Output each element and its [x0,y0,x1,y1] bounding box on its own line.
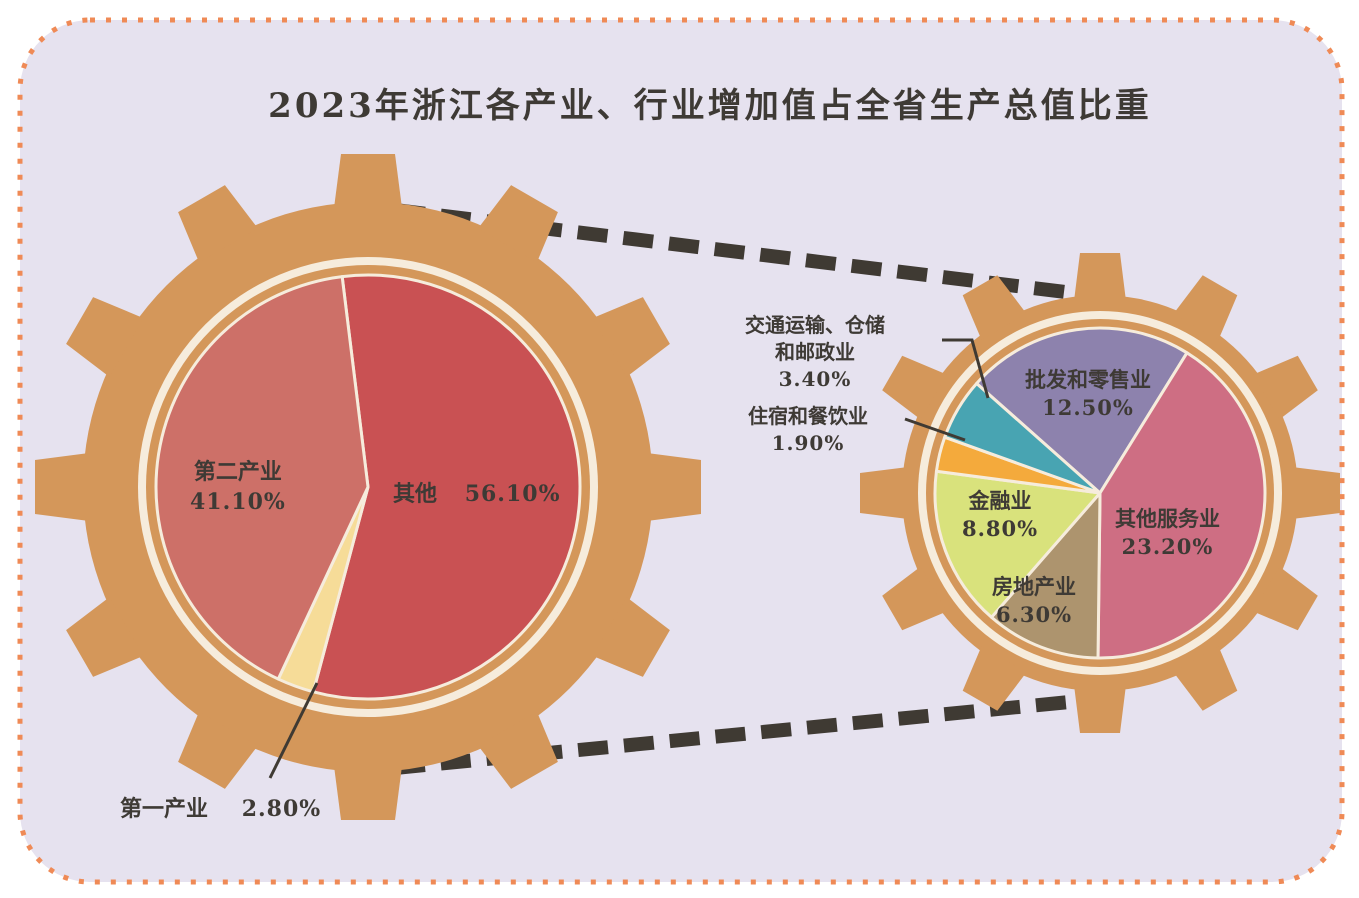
gear-left-tooth [334,766,402,820]
slice-label-secondary-industry: 第二产业 41.10% [190,458,286,517]
slice-value-other-services: 23.20% [1121,534,1214,560]
slice-value-finance: 8.80% [962,516,1039,542]
slice-value-other: 56.10% [464,481,561,507]
slice-name-accommodation-catering: 住宿和餐饮业 [748,404,868,428]
gear-left-tooth [178,711,258,789]
slice-name-primary-industry: 第一产业 [120,796,209,822]
leader-lines [268,338,990,779]
gear-left-tooth [592,297,670,377]
pie-right-slice-3 [933,469,1102,619]
gear-left-tooth [178,185,258,263]
slice-value-primary-industry: 2.80% [241,796,322,822]
pie-left-slice-0 [311,273,582,701]
gear-left-tooth [478,711,558,789]
slice-label-wholesale-retail: 批发和零售业 12.50% [1025,366,1151,423]
gear-right-tooth [1074,253,1126,301]
pie-sectors [933,326,1267,660]
slice-name-real-estate: 房地产业 [992,574,1076,599]
slice-name-wholesale-retail: 批发和零售业 [1025,367,1151,392]
gear-right-tooth [1253,566,1318,631]
slice-label-real-estate: 房地产业 6.30% [992,573,1076,630]
gear-right-tooth [1253,355,1318,420]
chart-title: 2023年浙江各产业、行业增加值占全省生产总值比重 [268,86,1152,126]
leader-primary-industry [268,682,319,779]
pie-right-slice-0 [975,326,1189,495]
pie-right-slice-1 [1096,351,1267,660]
gear-right-tooth [962,275,1027,340]
slice-label-primary-industry: 第一产业 2.80% [120,795,321,825]
slice-name-secondary-industry: 第二产业 [193,459,282,485]
gear-left-tooth [35,453,89,521]
slice-label-other-services: 其他服务业 23.20% [1115,505,1220,562]
gear-left-tooth [592,597,670,677]
leader-transport [942,338,990,399]
gear-left-tooth [478,185,558,263]
gear-right-tooth [882,566,947,631]
pie-industries [154,273,582,701]
slice-name-finance: 金融业 [968,488,1032,513]
slice-name-transport-line2: 和邮政业 [775,340,855,364]
slice-value-wholesale-retail: 12.50% [1042,395,1134,421]
gear-right-tooth [962,646,1027,711]
gear-right-tooth [882,355,947,420]
slice-name-other: 其他 [393,481,438,507]
gear-right-tooth [1074,685,1126,733]
gear-left-tooth [66,597,144,677]
slice-label-accommodation-catering: 住宿和餐饮业 1.90% [748,403,868,457]
leader-accommodation [904,417,966,442]
gear-right-tooth [1173,275,1238,340]
gear-right-tooth [1173,646,1238,711]
pie-right-slice-2 [989,491,1102,660]
slice-label-transport-storage-postal: 交通运输、仓储 和邮政业 3.40% [745,312,885,393]
slice-value-real-estate: 6.30% [995,602,1073,628]
slice-name-other-services: 其他服务业 [1115,506,1220,531]
slice-name-transport-line1: 交通运输、仓储 [745,313,885,337]
pie-right-slice-5 [943,381,1102,495]
gear-right-tooth [1292,467,1340,519]
slice-label-other: 其他 56.10% [393,480,560,510]
gear-right-tooth [860,467,908,519]
pie-left-slice-2 [154,275,370,681]
slice-value-accommodation-catering: 1.90% [771,431,845,455]
gear-left-tooth [66,297,144,377]
slice-value-transport-storage-postal: 3.40% [778,367,852,391]
slice-label-finance: 金融业 8.80% [962,487,1038,544]
gear-left-tooth [334,154,402,208]
slice-value-secondary-industry: 41.10% [190,488,286,515]
gear-left-tooth [647,453,701,521]
